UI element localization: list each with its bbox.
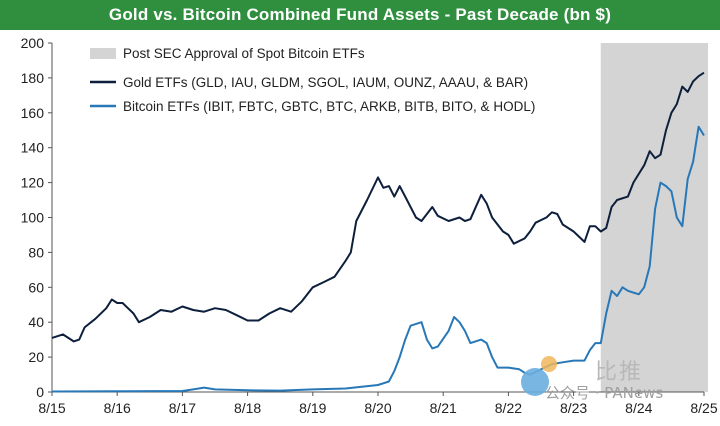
y-tick-label: 80 xyxy=(28,244,44,260)
series-line-bitcoin xyxy=(51,125,705,393)
x-tick-label: 8/18 xyxy=(234,400,261,416)
watermark-big-text: 比推 xyxy=(595,360,644,385)
line-chart: 0 20 40 60 80 100 120 140 160 180 200 8/15 8/16 8/17 8… xyxy=(21,35,718,416)
chart-area: 0 20 40 60 80 100 120 140 160 180 200 8/15 8/16 8/17 8… xyxy=(0,30,720,421)
y-tick-label: 60 xyxy=(28,279,44,295)
y-tick-label: 0 xyxy=(36,384,44,400)
y-tick-label: 20 xyxy=(28,349,44,365)
x-tick-label: 8/20 xyxy=(364,400,391,416)
x-tick-label: 8/16 xyxy=(104,400,131,416)
watermark: 比推 公众号 · PANews xyxy=(505,352,720,412)
x-tick-label: 8/19 xyxy=(299,400,326,416)
y-tick-label: 100 xyxy=(21,210,45,226)
x-tick-label: 8/15 xyxy=(38,400,65,416)
y-tick-label: 120 xyxy=(21,175,45,191)
x-tick-label: 8/23 xyxy=(560,400,587,416)
x-tick-label: 8/25 xyxy=(690,400,717,416)
chart-title: Gold vs. Bitcoin Combined Fund Assets - … xyxy=(108,5,612,24)
y-tick-label: 160 xyxy=(21,105,45,121)
legend-label-gold: Gold ETFs (GLD, IAU, GLDM, SGOL, IAUM, O… xyxy=(123,75,528,90)
series-line-gold xyxy=(51,71,705,343)
legend-label-bitcoin: Bitcoin ETFs (IBIT, FBTC, GBTC, BTC, ARK… xyxy=(123,99,535,114)
x-tick-label: 8/22 xyxy=(495,400,522,416)
x-tick-label: 8/21 xyxy=(430,400,457,416)
legend-swatch-shaded xyxy=(90,48,116,59)
y-tick-label: 200 xyxy=(21,35,45,51)
watermark-logo xyxy=(521,356,557,396)
y-tick-label: 180 xyxy=(21,70,45,86)
y-tick-label: 140 xyxy=(21,140,45,156)
chart-title-bar: Gold vs. Bitcoin Combined Fund Assets - … xyxy=(0,0,720,30)
y-tick-label: 40 xyxy=(28,314,44,330)
watermark-small-text: 公众号 · PANews xyxy=(545,384,664,402)
legend-label-shaded: Post SEC Approval of Spot Bitcoin ETFs xyxy=(123,46,365,61)
x-tick-label: 8/24 xyxy=(625,400,652,416)
x-tick-label: 8/17 xyxy=(169,400,196,416)
